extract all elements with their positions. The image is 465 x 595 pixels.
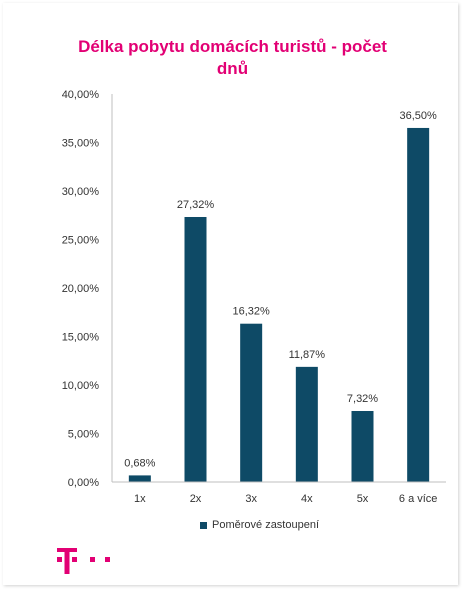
x-tick-label: 3x — [245, 493, 257, 505]
x-tick-label: 4x — [301, 493, 313, 505]
chart-card — [3, 3, 458, 585]
bar-value-label: 27,32% — [177, 199, 215, 211]
y-tick-label: 25,00% — [62, 235, 100, 247]
y-axis: 0,00% 5,00% 10,00% 15,00% 20,00% 25,00% 30,00%… — [62, 89, 113, 489]
telekom-logo — [57, 548, 110, 574]
bars: 0,68% 27,32% 16,32% 11,87% 7,32% 36,50% — [124, 110, 437, 482]
bar — [184, 216, 207, 482]
y-tick-label: 20,00% — [62, 283, 100, 295]
chart-title: Délka pobytu domácích turistů - počet dn… — [0, 36, 465, 80]
bar — [128, 475, 151, 482]
x-tick-label: 1x — [134, 493, 146, 505]
x-tick-label: 6 a více — [399, 493, 438, 505]
y-tick-label: 5,00% — [68, 429, 99, 441]
bar-value-label: 36,50% — [400, 110, 438, 122]
bar — [240, 323, 263, 482]
chart-title-line-1: Délka pobytu domácích turistů - počet — [78, 37, 387, 56]
chart-title-line-2: dnů — [216, 59, 249, 78]
bar — [407, 127, 430, 482]
y-tick-label: 30,00% — [62, 186, 100, 198]
legend: Poměrové zastoupení — [200, 519, 319, 531]
bar-value-label: 11,87% — [289, 349, 326, 361]
y-tick-label: 15,00% — [62, 332, 100, 344]
legend-label: Poměrové zastoupení — [212, 519, 320, 531]
y-tick-label: 35,00% — [62, 138, 100, 150]
y-tick-label: 40,00% — [62, 89, 100, 101]
bar — [351, 410, 374, 482]
bar-value-label: 16,32% — [233, 306, 271, 318]
x-tick-label: 2x — [190, 493, 202, 505]
x-axis: 1x 2x 3x 4x 5x 6 a více — [112, 481, 446, 505]
x-tick-label: 5x — [357, 493, 369, 505]
bar — [295, 366, 318, 482]
legend-swatch — [200, 521, 207, 529]
y-tick-label: 0,00% — [68, 477, 99, 489]
y-tick-label: 10,00% — [62, 380, 100, 392]
bar-value-label: 0,68% — [124, 457, 155, 469]
bar-value-label: 7,32% — [347, 393, 378, 405]
